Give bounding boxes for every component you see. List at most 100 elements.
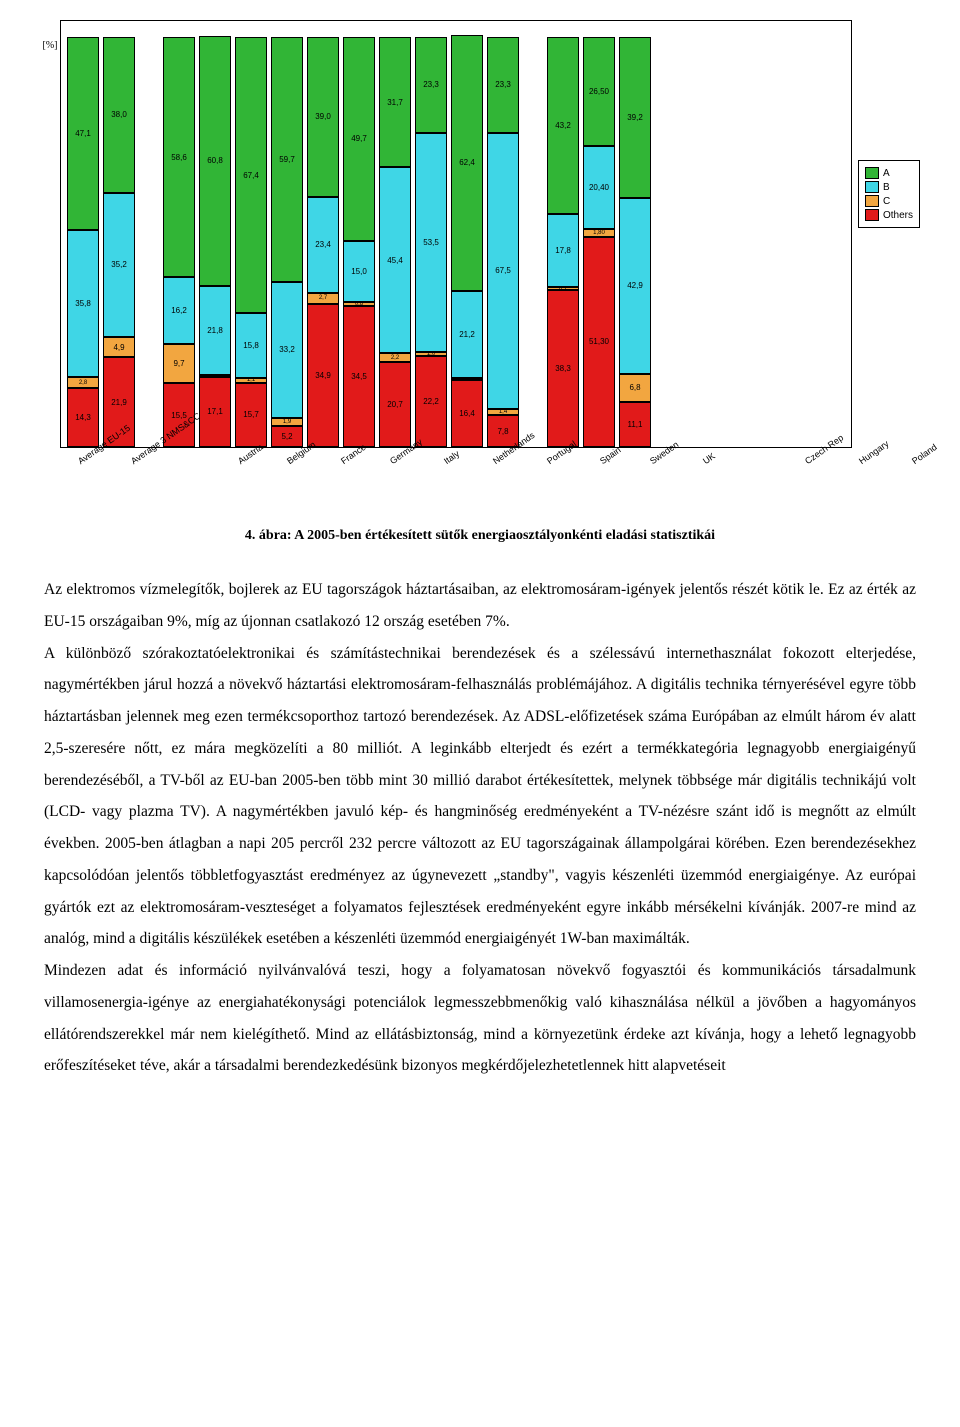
chart-legend: ABC Others [858,160,920,228]
bar-segment: 33,2 [271,282,303,418]
segment-value-label: 1,9 [283,419,291,425]
segment-value-label: 2,7 [319,295,327,301]
bar-segment: 17,8 [547,214,579,287]
segment-value-label: 20,40 [589,183,609,192]
segment-value-label: 67,4 [243,171,259,180]
legend-label: A [883,168,890,179]
bar-segment: 1,80 [583,229,615,236]
segment-value-label: 9,7 [173,359,184,368]
bar-segment: 67,5 [487,133,519,410]
legend-swatch [865,209,879,221]
bar-segment: 15,0 [343,241,375,303]
bar-segment: 43,2 [547,37,579,214]
chart-container: [%] 47,135,82,814,338,035,24,921,958,616… [40,20,920,448]
segment-value-label: 20,7 [387,400,403,409]
bar-segment: 5,2 [271,426,303,447]
bar: 31,7 45,4 2,2 20,7 [379,27,411,447]
segment-value-label: 58,6 [171,153,187,162]
bar: 62,421,20,016,4 [451,27,483,447]
segment-value-label: 51,30 [589,337,609,346]
segment-value-label: 49,7 [351,134,367,143]
bar-segment: 9,7 [163,344,195,384]
bar: 23,353,51,022,2 [415,27,447,447]
legend-row: C [865,195,913,207]
bar-group: 43,217,80,738,326,5020,401,8051,3039,242… [547,27,651,447]
bar-segment: 2,8 [67,377,99,388]
bar-segment: 58,6 [163,37,195,277]
bar-segment: 16,2 [163,277,195,343]
segment-value-label: 38,0 [111,110,127,119]
bar-segment: 39,0 [307,37,339,197]
bar-segment: 15,7 [235,383,267,447]
bar-segment: 4,9 [103,337,135,357]
bar-segment: 23,3 [415,37,447,133]
bar-segment: 21,8 [199,286,231,375]
segment-value-label: 67,5 [495,266,511,275]
bar-segment: 53,5 [415,133,447,352]
bar-segment: 15,8 [235,313,267,378]
bar: 39,023,42,734,9 [307,27,339,447]
segment-value-label: 16,2 [171,306,187,315]
bar-segment: 34,9 [307,304,339,447]
bar-segment: 67,4 [235,37,267,313]
bar: 38,035,24,921,9 [103,27,135,447]
segment-value-label: 15,7 [243,410,259,419]
segment-value-label: 17,8 [555,246,571,255]
segment-value-label: 4,9 [113,343,124,352]
bar: 39,242,96,811,1 [619,27,651,447]
bar-segment: 34,5 [343,306,375,447]
body-paragraph-1: Az elektromos vízmelegítők, bojlerek az … [44,574,916,638]
bar-segment: 16,4 [451,380,483,447]
bar-segment: 6,8 [619,374,651,402]
bar: 47,135,82,814,3 [67,27,99,447]
bar: 67,415,81,115,7 [235,27,267,447]
figure-caption: 4. ábra: A 2005-ben értékesített sütők e… [40,528,920,544]
segment-value-label: 7,8 [497,427,508,436]
segment-value-label: 21,2 [459,330,475,339]
segment-value-label: 62,4 [459,158,475,167]
segment-value-label: 60,8 [207,156,223,165]
body-paragraph-3: Mindezen adat és információ nyilvánvalóv… [44,955,916,1082]
bar: 60,821,80,317,1 [199,27,231,447]
legend-row: A [865,167,913,179]
bar-segment: 59,7 [271,37,303,282]
bar: 23,367,51,47,8 [487,27,519,447]
segment-value-label: 2,8 [79,380,87,386]
bar-segment: 1,9 [271,418,303,426]
segment-value-label: 15,0 [351,267,367,276]
segment-value-label: 22,2 [423,397,439,406]
bar-segment: 31,7 [379,37,411,167]
segment-value-label: 47,1 [75,129,91,138]
bar-segment: 35,8 [67,230,99,377]
segment-value-label: 17,1 [207,407,223,416]
segment-value-label: 59,7 [279,155,295,164]
segment-value-label: 38,3 [555,364,571,373]
segment-value-label: 35,8 [75,299,91,308]
legend-swatch [865,167,879,179]
segment-value-label: 11,1 [628,420,643,429]
bar-segment: 38,3 [547,290,579,447]
segment-value-label: 45,4 [387,256,403,265]
body-paragraph-2: A különböző szórakoztatóelektronikai és … [44,638,916,956]
bar-segment: 20,7 [379,362,411,447]
segment-value-label: 43,2 [555,121,571,130]
segment-value-label: 42,9 [627,281,643,290]
segment-value-label: 34,9 [315,371,331,380]
legend-label: C [883,196,890,207]
segment-value-label: 21,8 [207,326,223,335]
segment-value-label: 1,80 [593,230,605,236]
bar: 26,5020,401,8051,30 [583,27,615,447]
bar-segment: 17,1 [199,377,231,447]
segment-value-label: 6,8 [629,383,640,392]
segment-value-label: 21,9 [111,398,127,407]
bar-segment: 2,2 [379,353,411,362]
segment-value-label: 31,7 [387,98,403,107]
legend-row: Others [865,209,913,221]
segment-value-label: 34,5 [351,372,367,381]
legend-label: Others [883,210,913,221]
bar-segment: 47,1 [67,37,99,230]
legend-row: B [865,181,913,193]
legend-swatch [865,181,879,193]
bar-segment: 2,7 [307,293,339,304]
bar-group: 58,616,29,715,560,821,80,317,167,415,81,… [163,27,519,447]
